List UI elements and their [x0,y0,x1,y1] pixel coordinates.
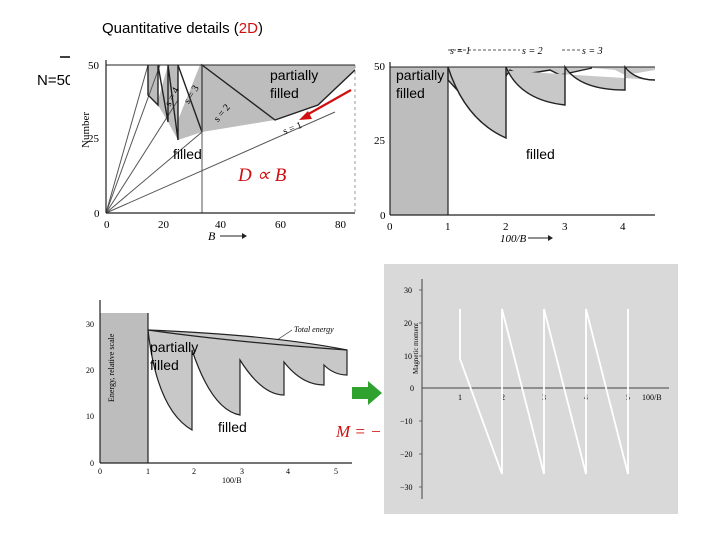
partially-filled-label: partially filled [396,67,445,101]
x-tick-label: 20 [158,219,170,231]
filled-region [390,67,448,215]
magnetization-sawtooth [459,308,629,475]
x-tick-label: 0 [98,467,102,476]
y-tick-label: 0 [90,459,94,468]
x-tick-label: 0 [104,219,110,231]
n50-label: N=50 [37,72,74,89]
y-tick-label: 0 [410,384,414,393]
x-tick-label: 3 [562,221,568,233]
x-tick-label: 40 [215,219,227,231]
top-right-plot: 50 25 0 0 1 2 3 4 100/B s = 1 s = 2 s = … [370,40,660,245]
curve-label: Total energy [294,325,334,334]
y-tick-label: 30 [404,286,412,295]
slide-title: Quantitative details (2D) [102,20,263,37]
y-tick-label: 0 [380,210,386,222]
x-axis-label: B [208,229,216,243]
filled-label: filled [526,146,555,162]
proportional-relation: D ∝ B [238,165,287,186]
y-axis-label: Number [80,112,92,148]
y-tick-label: 50 [374,61,386,73]
x-tick-label: 2 [503,221,509,233]
x-tick-label: 1 [445,221,451,233]
s-label: s = 2 [522,46,543,57]
red-arrow-icon [299,89,352,120]
y-tick-label: 0 [94,208,100,220]
filled-region [100,313,148,463]
x-tick-label: 4 [286,467,290,476]
y-axis-label: Energy, relative scale [107,333,116,402]
top-left-plot: Number 50 25 0 0 20 40 60 80 B s = 4 s =… [70,50,370,245]
s-label: s = 1 [450,46,471,57]
x-tick-label: 2 [192,467,196,476]
x-tick-label: 2 [501,393,505,402]
x-tick-label: 80 [335,219,347,231]
y-tick-label: 30 [86,320,94,329]
x-axis-label: 100/B [500,233,527,245]
y-tick-label: −20 [400,450,413,459]
x-tick-label: 60 [275,219,287,231]
y-axis-label: Magnetic moment [412,323,420,374]
y-tick-label: 10 [86,412,94,421]
fan-lines [105,64,336,214]
green-arrow-icon [352,381,382,405]
y-tick-label: −10 [400,417,413,426]
x-tick-label: 5 [334,467,338,476]
x-tick-label: 3 [240,467,244,476]
filled-label: filled [218,419,247,435]
x-axis-label: 100/B [642,393,662,402]
x-tick-label: 0 [387,221,393,233]
y-tick-label: 20 [404,319,412,328]
partially-filled-label: partially filled [270,67,319,101]
s-label: s = 3 [582,46,603,57]
x-tick-label: 1 [146,467,150,476]
y-tick-label: 20 [86,366,94,375]
filled-label: filled [173,146,202,162]
y-tick-label: 25 [374,135,386,147]
bottom-right-plot: 30 20 10 0 −10 −20 −30 Magnetic moment 1… [384,264,678,514]
x-axis-label: 100/B [222,476,242,485]
partially-filled-label: partially filled [150,339,199,373]
y-tick-label: 50 [88,60,100,72]
y-tick-label: −30 [400,483,413,492]
y-tick-label: 10 [404,352,412,361]
y-tick-label: 25 [88,133,100,145]
x-tick-label: 4 [620,221,626,233]
x-tick-label: 1 [458,393,462,402]
bottom-left-plot: Energy, relative scale 30 20 10 0 0 1 2 … [72,290,362,485]
